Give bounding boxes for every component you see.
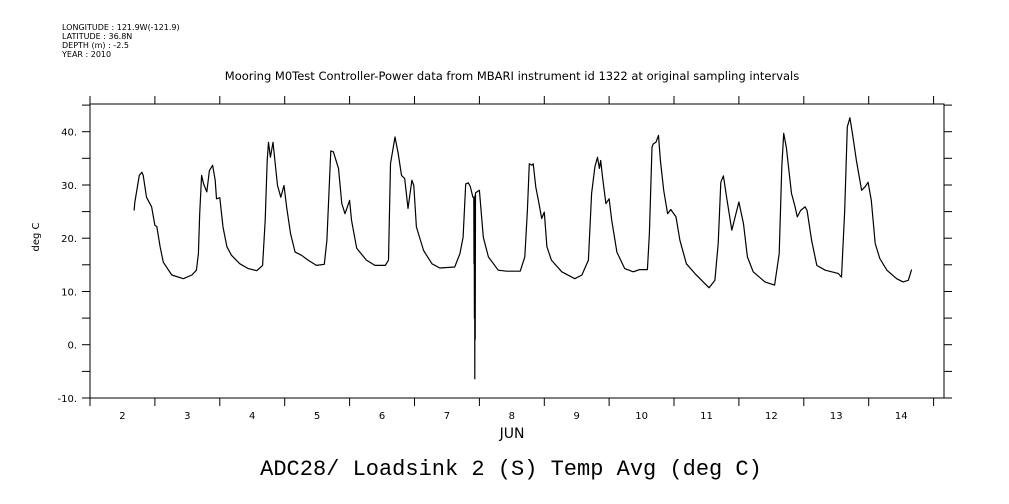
x-tick-label: 2 xyxy=(119,411,125,422)
longitude-label: LONGITUDE : 121.9W(-121.9) xyxy=(62,23,180,32)
y-tick-label: 20. xyxy=(61,234,77,245)
plot-frame xyxy=(89,103,945,399)
x-tick-label: 5 xyxy=(314,411,320,422)
x-tick-label: 14 xyxy=(895,411,908,422)
y-axis-label: deg C xyxy=(31,222,42,251)
year-label: YEAR : 2010 xyxy=(61,50,111,59)
y-tick-label: 40. xyxy=(61,128,77,139)
y-tick-label: -10. xyxy=(57,394,77,405)
x-tick-label: 10 xyxy=(635,411,648,422)
y-tick-label: 10. xyxy=(61,288,77,299)
x-tick-label: 12 xyxy=(765,411,778,422)
x-tick-label: 8 xyxy=(509,411,515,422)
x-tick-label: 11 xyxy=(700,411,713,422)
x-tick-label: 7 xyxy=(444,411,450,422)
chart-title: Mooring M0Test Controller-Power data fro… xyxy=(225,69,799,83)
depth-label: DEPTH (m) : -2.5 xyxy=(62,41,129,50)
series-line xyxy=(133,117,913,380)
x-tick-label: 13 xyxy=(830,411,843,422)
x-axis-label: JUN xyxy=(499,426,525,442)
y-tick-label: 30. xyxy=(61,181,77,192)
x-tick-label: 6 xyxy=(379,411,385,422)
x-tick-label: 4 xyxy=(249,411,255,422)
y-tick-label: 0. xyxy=(67,341,77,352)
x-tick-label: 9 xyxy=(574,411,580,422)
x-tick-label: 3 xyxy=(184,411,190,422)
bottom-title: ADC28/ Loadsink 2 (S) Temp Avg (deg C) xyxy=(260,457,762,482)
latitude-label: LATITUDE : 36.8N xyxy=(62,32,132,41)
